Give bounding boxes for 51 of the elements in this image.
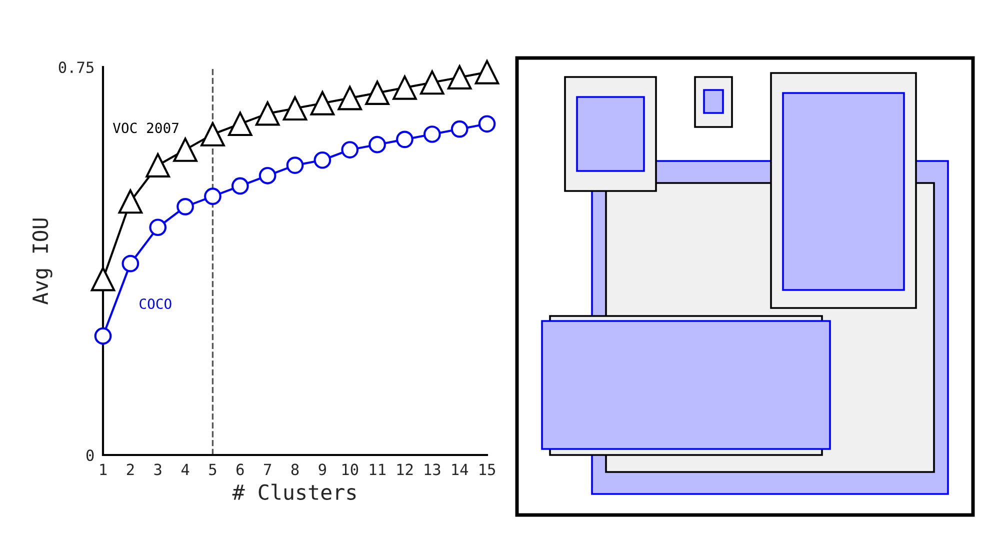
point [478, 115, 496, 133]
point [338, 86, 362, 110]
x-tick-label: 8 [291, 464, 299, 476]
point [474, 60, 500, 84]
point [146, 153, 170, 178]
point [149, 218, 167, 236]
point [341, 141, 359, 158]
x-tick-label: 11 [370, 464, 386, 476]
y-tick-label: 0 [86, 450, 94, 462]
point [392, 76, 417, 100]
x-tick-label: 14 [452, 464, 468, 476]
point [200, 122, 225, 146]
x-tick-label: 5 [209, 464, 216, 476]
point [173, 138, 198, 162]
point [368, 136, 386, 154]
point [204, 188, 222, 206]
x-tick-label: 7 [264, 464, 272, 476]
point [286, 156, 304, 174]
point [420, 70, 444, 95]
point [90, 266, 116, 292]
x-tick-label: 13 [424, 464, 440, 476]
x-tick-label: 6 [236, 464, 244, 476]
point [255, 101, 280, 126]
point [258, 166, 276, 184]
point [176, 198, 194, 216]
point [94, 327, 112, 345]
x-axis-title: # Clusters [232, 484, 356, 500]
point [365, 80, 390, 106]
point [122, 254, 140, 272]
point [228, 112, 252, 136]
point [310, 91, 335, 116]
y-tick-label: 0.75 [58, 62, 94, 74]
x-tick-label: 10 [342, 464, 358, 476]
point [396, 130, 414, 148]
point [450, 120, 468, 138]
y-axis-title: Avg IOU [32, 218, 52, 305]
x-tick-label: 9 [318, 464, 326, 476]
x-tick-label: 3 [154, 464, 162, 476]
point [423, 126, 441, 143]
point [231, 177, 249, 195]
x-tick-label: 4 [181, 464, 190, 476]
series-label: COCO [140, 298, 172, 310]
x-tick-label: 15 [480, 464, 495, 476]
point [314, 151, 332, 169]
point [447, 65, 472, 90]
point [282, 96, 308, 121]
x-tick-label: 1 [100, 464, 107, 476]
point [118, 189, 143, 214]
x-tick-label: 2 [126, 464, 134, 476]
series-label: VOC 2007 [112, 122, 178, 134]
x-tick-label: 12 [397, 464, 413, 476]
